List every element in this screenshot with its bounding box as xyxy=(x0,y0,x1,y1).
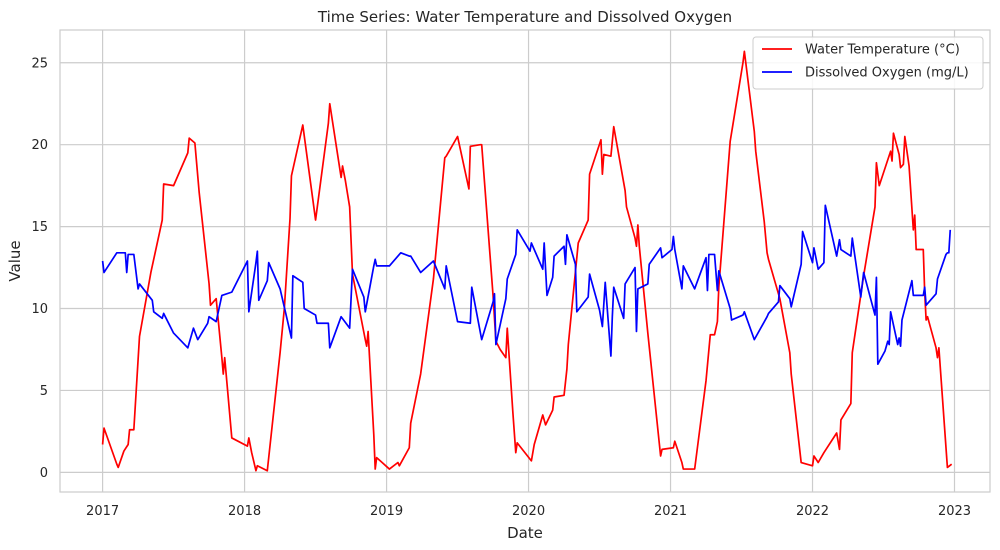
series-layer xyxy=(101,50,953,472)
x-axis-title: Date xyxy=(507,524,543,542)
y-axis-title: Value xyxy=(6,240,24,281)
x-tick-label: 2017 xyxy=(86,504,119,519)
legend-box xyxy=(752,36,984,90)
y-tick-label: 15 xyxy=(31,220,48,235)
x-tick-label: 2018 xyxy=(228,504,261,519)
y-tick-label: 25 xyxy=(31,56,48,71)
series-line-dissolved-oxygen xyxy=(101,204,952,366)
x-tick-label: 2019 xyxy=(370,504,403,519)
y-tick-label: 0 xyxy=(40,466,48,481)
chart-title: Time Series: Water Temperature and Disso… xyxy=(317,8,732,26)
legend: Water Temperature (°C) Dissolved Oxygen … xyxy=(752,36,984,90)
x-tick-label: 2023 xyxy=(938,504,971,519)
legend-label-dissolved-oxygen: Dissolved Oxygen (mg/L) xyxy=(805,66,969,81)
plot-background xyxy=(59,29,991,493)
tick-layer: 2017 2018 2019 2020 2021 2022 2023 0 5 10 15 20 25 xyxy=(31,56,971,519)
y-tick-label: 20 xyxy=(31,138,48,153)
x-tick-label: 2020 xyxy=(512,504,545,519)
x-tick-label: 2022 xyxy=(796,504,829,519)
y-tick-label: 10 xyxy=(31,302,48,317)
legend-label-water-temperature: Water Temperature (°C) xyxy=(805,43,960,58)
x-tick-label: 2021 xyxy=(654,504,687,519)
series-line-water-temperature xyxy=(101,50,953,472)
y-tick-label: 5 xyxy=(40,384,48,399)
